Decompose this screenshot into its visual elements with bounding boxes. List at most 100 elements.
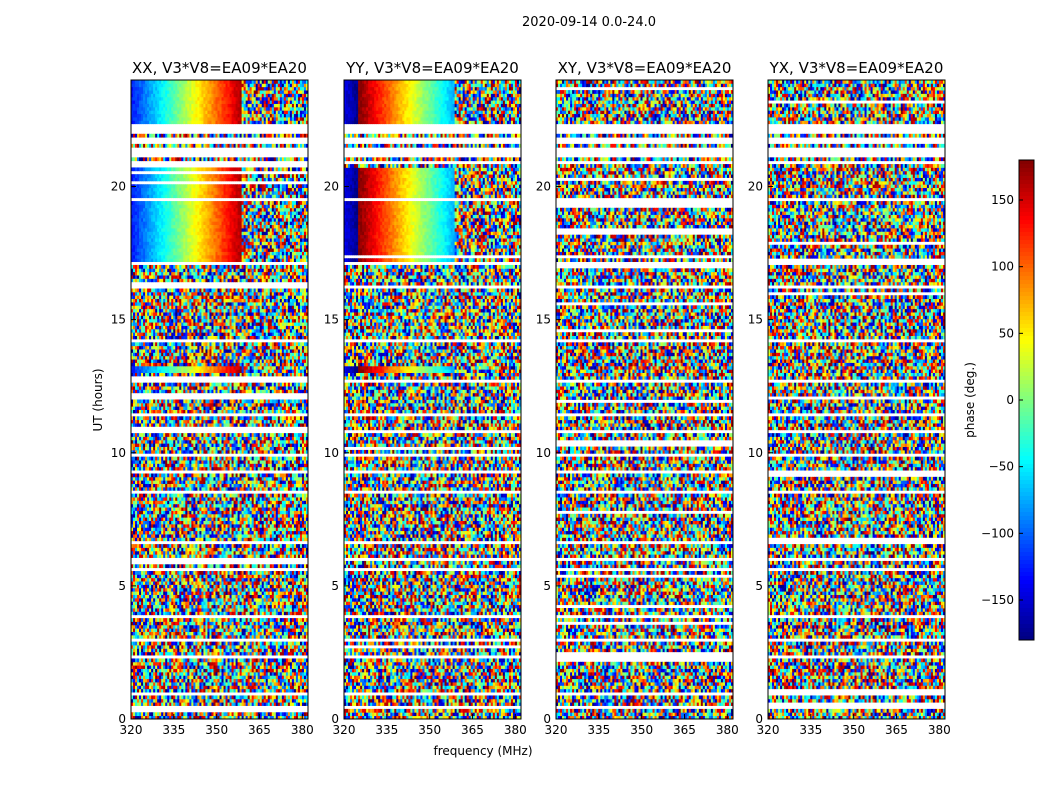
colorbar-segment [1019,456,1034,461]
colorbar-segment [1019,420,1034,425]
colorbar-segment [1019,628,1034,633]
colorbar-segment [1019,552,1034,557]
x-tick-label: 350 [630,723,653,737]
y-tick-label: 0 [118,712,126,726]
colorbar-segment [1019,444,1034,449]
colorbar-segment [1019,244,1034,249]
y-tick-label: 10 [536,446,551,460]
figure: 2020-09-14 0.0-24.0 XX, V3*V8=EA09*EA20 3… [0,0,1050,800]
colorbar-segment [1019,376,1034,381]
colorbar-segment [1019,584,1034,589]
colorbar-tick-label: 0 [1006,393,1014,407]
panel-title-yx: YX, V3*V8=EA09*EA20 [769,59,944,77]
colorbar-segment [1019,228,1034,233]
colorbar-segment [1019,412,1034,417]
x-tick-label: 335 [587,723,610,737]
y-tick-label: 5 [755,579,763,593]
colorbar-segment [1019,572,1034,577]
x-tick-label: 335 [799,723,822,737]
colorbar-segment [1019,372,1034,377]
colorbar-segment [1019,560,1034,565]
colorbar-segment [1019,180,1034,185]
panel-title-yy: YY, V3*V8=EA09*EA20 [345,59,519,77]
colorbar-segment [1019,288,1034,293]
colorbar-segment [1019,164,1034,169]
colorbar-segment [1019,308,1034,313]
colorbar-segment [1019,484,1034,489]
colorbar-segment [1019,192,1034,197]
y-tick-label: 20 [324,180,339,194]
colorbar-segment [1019,392,1034,397]
colorbar-segment [1019,204,1034,209]
colorbar-segment [1019,452,1034,457]
colorbar-tick-label: −50 [989,460,1014,474]
colorbar-segment [1019,544,1034,549]
y-tick-label: 15 [111,313,126,327]
colorbar-segment [1019,340,1034,345]
colorbar-segment [1019,336,1034,341]
colorbar-segment [1019,324,1034,329]
y-tick-label: 5 [118,579,126,593]
colorbar-segment [1019,240,1034,245]
colorbar-segment [1019,492,1034,497]
colorbar-segment [1019,220,1034,225]
panel-title-xx: XX, V3*V8=EA09*EA20 [132,59,307,77]
colorbar-segment [1019,168,1034,173]
colorbar-segment [1019,468,1034,473]
colorbar-segment [1019,536,1034,541]
colorbar-segment [1019,296,1034,301]
colorbar-segment [1019,416,1034,421]
colorbar-segment [1019,428,1034,433]
colorbar-segment [1019,508,1034,513]
y-tick-label: 0 [755,712,763,726]
colorbar-segment [1019,252,1034,257]
y-tick-label: 0 [331,712,339,726]
colorbar-segment [1019,512,1034,517]
colorbar-tick-label: 50 [999,326,1014,340]
colorbar-segment [1019,532,1034,537]
colorbar-segment [1019,548,1034,553]
x-tick-label: 350 [205,723,228,737]
y-tick-label: 10 [324,446,339,460]
y-tick-label: 10 [748,446,763,460]
x-tick-label: 335 [162,723,185,737]
colorbar-segment [1019,564,1034,569]
colorbar-segment [1019,224,1034,229]
colorbar-segment [1019,476,1034,481]
colorbar-segment [1019,300,1034,305]
colorbar-segment [1019,556,1034,561]
colorbar-segment [1019,380,1034,385]
colorbar-segment [1019,400,1034,405]
colorbar-segment [1019,516,1034,521]
colorbar-segment [1019,280,1034,285]
colorbar-segment [1019,292,1034,297]
colorbar-segment [1019,272,1034,277]
colorbar-segment [1019,580,1034,585]
colorbar-segment [1019,608,1034,613]
colorbar-segment [1019,364,1034,369]
colorbar-segment [1019,268,1034,273]
colorbar-segment [1019,520,1034,525]
colorbar-segment [1019,388,1034,393]
colorbar-segment [1019,212,1034,217]
colorbar-segment [1019,356,1034,361]
colorbar-segment [1019,304,1034,309]
y-tick-label: 20 [536,180,551,194]
colorbar-segment [1019,524,1034,529]
heatmap-cells-xx [131,80,308,719]
colorbar-segment [1019,312,1034,317]
y-tick-label: 20 [111,180,126,194]
x-tick-label: 380 [504,723,527,737]
colorbar-tick-label: −100 [981,526,1014,540]
colorbar-segment [1019,472,1034,477]
colorbar-segment [1019,328,1034,333]
colorbar-segment [1019,624,1034,629]
colorbar-segment [1019,408,1034,413]
colorbar-segment [1019,260,1034,265]
colorbar-segment [1019,432,1034,437]
colorbar-label: phase (deg.) [963,362,977,438]
y-tick-label: 5 [331,579,339,593]
